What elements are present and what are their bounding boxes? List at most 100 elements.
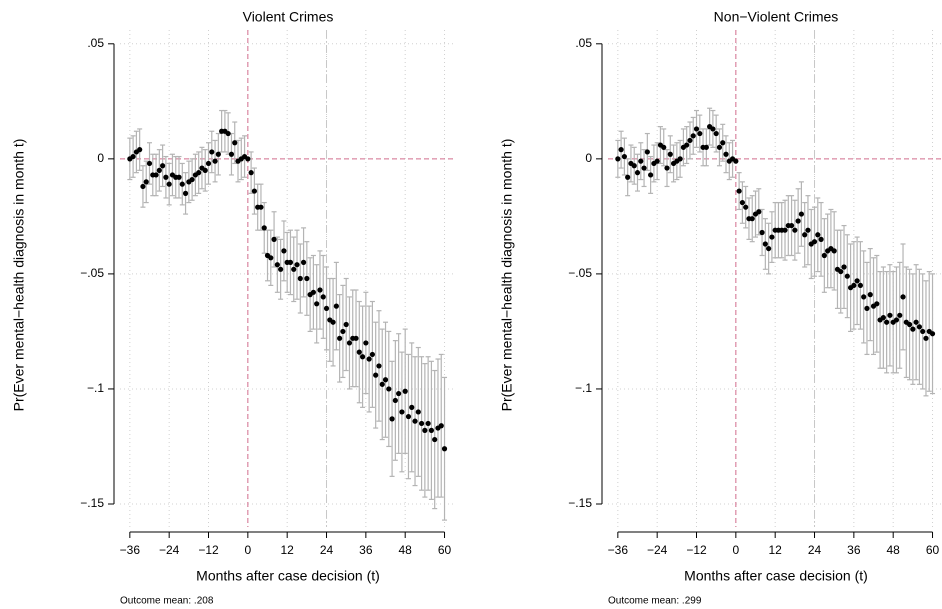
point (278, 266, 284, 272)
chart-title: Violent Crimes (243, 9, 334, 25)
point (766, 245, 772, 252)
point (140, 183, 146, 190)
x-tick-label: −36 (120, 543, 141, 557)
point (179, 181, 185, 187)
x-tick-label: −12 (198, 543, 219, 557)
point (418, 420, 425, 427)
point (910, 326, 916, 332)
point (710, 126, 716, 132)
point (356, 349, 362, 355)
point (376, 363, 382, 369)
point (893, 317, 900, 323)
point (923, 335, 929, 341)
point (412, 418, 418, 424)
point (713, 130, 719, 137)
point (271, 236, 277, 242)
point (146, 160, 153, 167)
point (130, 153, 136, 160)
point (864, 305, 870, 312)
point (792, 227, 798, 233)
point (343, 321, 349, 328)
point (225, 130, 231, 137)
point (621, 153, 627, 160)
point (287, 259, 294, 265)
point (795, 218, 801, 224)
point (664, 165, 670, 171)
point (897, 312, 903, 318)
point (438, 423, 444, 429)
point (759, 229, 765, 236)
point (841, 264, 847, 270)
y-tick-label: −.1 (575, 381, 592, 395)
point (861, 294, 867, 300)
point (353, 335, 359, 341)
point (441, 446, 448, 452)
point (788, 222, 795, 229)
point (798, 211, 805, 217)
x-axis-title: Months after case decision (t) (684, 568, 868, 584)
point (684, 142, 690, 148)
point (251, 188, 257, 194)
point (337, 335, 343, 341)
point (340, 328, 346, 335)
point (644, 149, 650, 155)
point (867, 292, 873, 298)
y-axis-title: Pr(Ever mental−health diagnosis in month… (499, 139, 515, 412)
point (248, 170, 254, 176)
point (736, 188, 742, 194)
point (857, 282, 864, 289)
point (631, 163, 637, 169)
point (821, 252, 827, 259)
point (202, 167, 208, 173)
point (615, 156, 621, 162)
point (389, 416, 395, 422)
point (661, 144, 667, 150)
point (386, 386, 392, 392)
point (697, 130, 703, 137)
point (762, 241, 768, 247)
point (851, 282, 857, 289)
point (405, 413, 412, 420)
point (382, 377, 389, 383)
point (153, 172, 159, 178)
point (373, 372, 379, 378)
point (667, 151, 673, 157)
point (743, 204, 749, 210)
chart-title: Non−Violent Crimes (714, 9, 839, 25)
point (723, 151, 729, 157)
point (887, 312, 893, 318)
point (838, 268, 844, 275)
point (929, 331, 936, 337)
point (359, 354, 366, 360)
point (422, 427, 428, 433)
point (733, 158, 739, 164)
point (900, 294, 906, 300)
point (379, 381, 385, 387)
y-tick-label: .05 (87, 36, 104, 50)
point (304, 275, 310, 282)
x-tick-label: −36 (608, 543, 629, 557)
note: Outcome mean: .208 (120, 596, 214, 607)
point (320, 294, 326, 300)
point (369, 351, 376, 358)
point (297, 275, 303, 282)
point (815, 232, 821, 238)
point (346, 340, 353, 346)
point (415, 409, 421, 415)
point (805, 227, 811, 233)
x-axis-title: Months after case decision (t) (196, 568, 380, 584)
point (366, 356, 372, 362)
point (245, 156, 251, 162)
point (291, 266, 297, 272)
point (739, 199, 746, 206)
point (831, 248, 837, 254)
point (756, 209, 762, 215)
point (189, 176, 195, 183)
y-axis-title: Pr(Ever mental−health diagnosis in month… (11, 139, 27, 412)
x-tick-label: 48 (399, 543, 413, 557)
point (182, 190, 189, 196)
y-tick-label: 0 (97, 151, 104, 165)
x-tick-label: 0 (733, 543, 740, 557)
